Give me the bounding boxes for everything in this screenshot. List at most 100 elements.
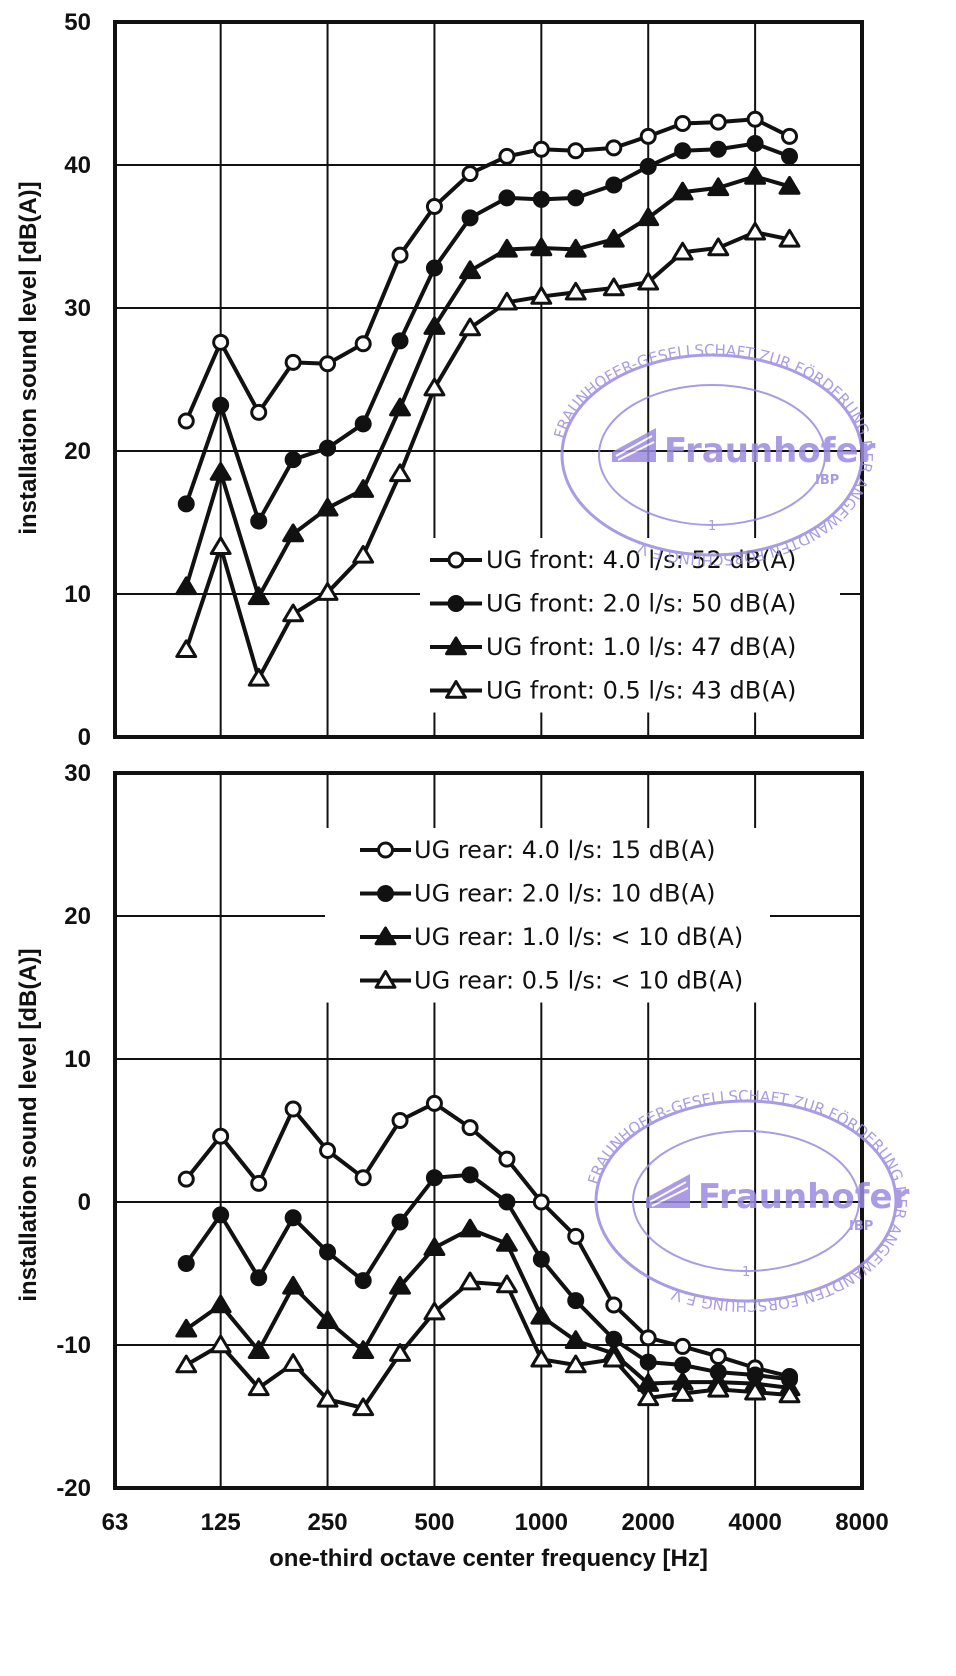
data-point [212, 1206, 230, 1224]
series-1 [177, 1094, 799, 1385]
data-point [530, 286, 553, 305]
legend-label: UG rear: 4.0 l/s: 15 dB(A) [414, 836, 716, 864]
fraunhofer-watermark-top: FRAUNHOFER-GESELLSCHAFT ZUR FÖRDERUNG DE… [550, 341, 876, 569]
data-point [498, 147, 516, 165]
y-tick-label: -20 [56, 1475, 91, 1502]
data-point [674, 142, 692, 160]
data-point [530, 237, 553, 257]
y-tick-label: 30 [64, 760, 91, 787]
data-point [175, 576, 198, 596]
legend-marker [445, 636, 467, 656]
data-point [425, 1169, 443, 1187]
y-tick-label: 10 [64, 581, 91, 608]
series-4 [175, 1271, 801, 1417]
data-point [177, 1170, 195, 1188]
x-axis-label: one-third octave center frequency [Hz] [269, 1545, 708, 1572]
data-point [423, 316, 446, 335]
data-point [209, 1334, 232, 1354]
legend-label: UG front: 2.0 l/s: 50 dB(A) [486, 590, 796, 618]
data-point [744, 221, 767, 241]
data-point [709, 140, 727, 158]
data-point [495, 238, 518, 258]
data-point [247, 667, 270, 687]
legend-label: UG front: 4.0 l/s: 52 dB(A) [486, 546, 796, 574]
data-point [778, 228, 801, 248]
y-tick-label: 10 [64, 1046, 91, 1073]
data-point [175, 1318, 198, 1338]
series-line [184, 1101, 791, 1379]
data-point [352, 479, 375, 498]
data-point [707, 237, 730, 257]
chart-bottom-panel: -20 -10 0 10 20 30 63 125 250 500 1000 2000 4000 8000… [15, 760, 889, 1572]
data-point [461, 165, 479, 183]
x-tick-label: 125 [201, 1509, 241, 1536]
data-point [212, 396, 230, 414]
watermark-number: 1 [742, 1265, 750, 1280]
data-point [567, 142, 585, 160]
fraunhofer-logo-icon [646, 1174, 690, 1208]
x-tick-label: 1000 [515, 1509, 568, 1536]
legend-item: UG front: 0.5 l/s: 43 dB(A) [430, 677, 796, 705]
data-point [209, 1294, 232, 1314]
data-point [709, 113, 727, 131]
data-point [602, 277, 625, 297]
data-point [354, 415, 372, 433]
data-point [282, 603, 305, 623]
data-point [250, 1174, 268, 1192]
plot-frame [113, 771, 864, 1490]
legend-label: UG front: 0.5 l/s: 43 dB(A) [486, 677, 796, 705]
legend-label: UG rear: 1.0 l/s: < 10 dB(A) [414, 923, 743, 951]
data-point [352, 1340, 375, 1359]
legend-label: UG rear: 2.0 l/s: 10 dB(A) [414, 880, 716, 908]
data-point [284, 1100, 302, 1118]
data-point [352, 544, 375, 564]
data-point [209, 461, 232, 481]
legend-marker [447, 595, 465, 612]
legend-marker [377, 841, 394, 859]
data-point [567, 189, 585, 207]
data-point [495, 1232, 518, 1252]
data-point [567, 1227, 585, 1245]
data-point [354, 335, 372, 353]
legend-label: UG front: 1.0 l/s: 47 dB(A) [486, 633, 796, 661]
chart-top-panel: 0 10 20 30 40 50 installation sound level [dB(… [15, 9, 864, 751]
legend-item: UG front: 4.0 l/s: 52 dB(A) [430, 546, 796, 574]
legend-marker [447, 551, 465, 569]
data-point [284, 451, 302, 469]
legend-item: UG front: 2.0 l/s: 50 dB(A) [430, 590, 796, 618]
data-point [709, 1347, 727, 1365]
y-tick-label: 20 [64, 903, 91, 930]
series-4 [175, 221, 801, 687]
plot-frame [113, 20, 864, 739]
data-point [671, 241, 694, 261]
watermark-number: 1 [708, 519, 716, 534]
x-tick-label: 4000 [728, 1509, 781, 1536]
data-point [319, 355, 337, 373]
watermark-institute: IBP [815, 473, 839, 488]
data-point [425, 259, 443, 277]
data-point [602, 1348, 625, 1368]
data-point [319, 1142, 337, 1160]
data-point [177, 1254, 195, 1272]
x-tick-label: 63 [102, 1509, 129, 1536]
legend-item: UG front: 1.0 l/s: 47 dB(A) [430, 633, 796, 661]
data-point [316, 1388, 339, 1408]
data-point [532, 190, 550, 208]
data-point [423, 1301, 446, 1321]
data-point [250, 403, 268, 421]
y-axis-label: installation sound level [dB(A)] [15, 181, 42, 534]
legend-item: UG rear: 0.5 l/s: < 10 dB(A) [360, 967, 743, 995]
data-point [250, 1269, 268, 1287]
data-point [175, 1354, 198, 1374]
data-point [639, 157, 657, 175]
data-point [423, 377, 446, 397]
data-point [247, 586, 270, 606]
legend-item: UG rear: 4.0 l/s: 15 dB(A) [360, 836, 716, 864]
data-point [247, 1377, 270, 1397]
data-point [391, 1111, 409, 1129]
data-point [530, 1305, 553, 1325]
y-axis-label: installation sound level [dB(A)] [15, 948, 42, 1301]
data-point [639, 1353, 657, 1371]
y-tick-label: 50 [64, 9, 91, 36]
data-point [461, 1119, 479, 1137]
